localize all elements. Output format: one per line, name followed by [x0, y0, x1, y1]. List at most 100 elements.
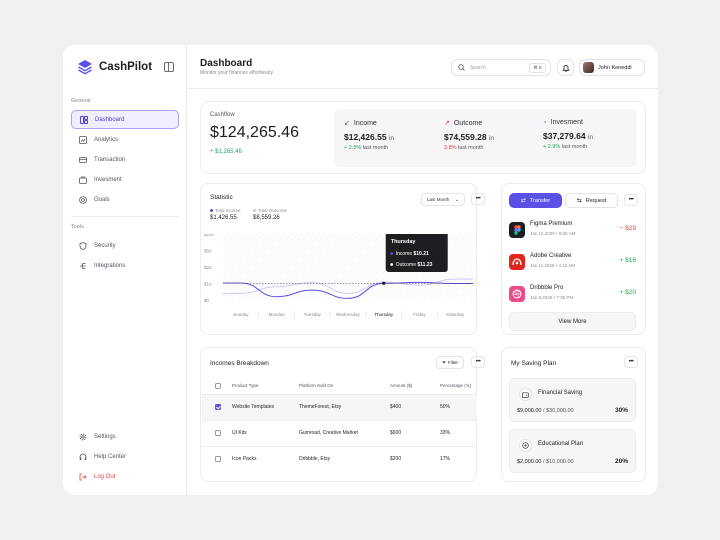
transfer-button[interactable]: ⇄ Transfer — [509, 193, 562, 208]
cashflow-value: $124,265.46 — [210, 124, 299, 141]
saving-more-button[interactable]: ••• — [624, 356, 638, 368]
gear-icon — [79, 433, 87, 441]
legend-value: $8,559.26 — [253, 215, 280, 221]
user-menu[interactable]: John Keneddi — [579, 59, 645, 76]
request-button[interactable]: ⇆ Request — [565, 193, 618, 208]
product-cell: Website Templates — [232, 394, 299, 421]
cashflow-metrics: ↙ Income $12,426.55 in + 2.5% last month … — [334, 109, 637, 167]
transaction-amount: + $16 — [619, 257, 636, 264]
more-dots-icon: ••• — [475, 359, 481, 365]
row-checkbox[interactable] — [215, 456, 221, 463]
dashboard-icon — [80, 115, 88, 124]
y-tick-label: $50 — [204, 249, 212, 254]
metric-unit: in — [488, 135, 494, 142]
saving-title: My Saving Plan — [511, 360, 557, 367]
y-tick-label: $0 — [204, 298, 210, 303]
metric-unit: in — [587, 134, 593, 141]
saving-plan-item[interactable]: Educational Plan $2,000.00 / $10,000.00 … — [509, 429, 636, 473]
filter-button[interactable]: ⏷ Filter — [436, 356, 464, 369]
tooltip-outcome: Outcome $11.23 — [396, 262, 433, 268]
sidebar-divider — [71, 216, 179, 217]
sidebar-item-analytics[interactable]: Analytics — [71, 130, 179, 149]
select-all-checkbox[interactable] — [215, 382, 221, 389]
shield-icon — [79, 241, 87, 250]
x-tick-label: Monday — [269, 312, 286, 317]
transactions-more-button[interactable]: ••• — [624, 194, 638, 206]
incomes-more-button[interactable]: ••• — [471, 356, 485, 368]
sidebar-item-label: Log Out — [94, 473, 116, 480]
cashflow-card: Cashflow $124,265.46 + $1,265.46 ↙ Income… — [200, 101, 646, 174]
income-metric: ↙ Income $12,426.55 in + 2.5% last month — [344, 119, 394, 152]
sidebar-item-dashboard[interactable]: Dashboard — [71, 110, 179, 129]
app-window: CashPilot General Dashboard Analytics Tr… — [63, 45, 658, 495]
transaction-row[interactable]: Adobe Creative Jan 11,2025 • 4:12 AM + $… — [509, 249, 636, 279]
row-checkbox[interactable] — [215, 430, 221, 436]
page-title: Dashboard — [200, 58, 253, 69]
x-tick-label: Tuesday — [304, 312, 322, 317]
x-tick-label: Sunday — [233, 312, 249, 317]
metric-value: $12,426.55 — [344, 132, 387, 142]
sidebar-item-transaction[interactable]: Transaction — [71, 150, 179, 169]
sidebar-item-integrations[interactable]: Integrations — [71, 256, 179, 275]
sidebar-item-security[interactable]: Security — [71, 236, 179, 255]
request-label: Request — [585, 197, 607, 204]
sidebar-item-settings[interactable]: Settings — [71, 427, 179, 446]
dribbble-icon — [509, 286, 525, 302]
saving-plan-item[interactable]: Financial Saving $9,000.00 / $30,000.00 … — [509, 378, 636, 422]
table-row[interactable]: UI Kits Gumroad, Creative Market $600 33… — [202, 420, 477, 447]
transaction-row[interactable]: Figma Premium Jan 12,2025 • 9:45 AM − $2… — [509, 217, 636, 247]
transaction-icon — [79, 156, 87, 164]
transaction-date: Jan 11,2025 • 4:12 AM — [530, 263, 576, 268]
metric-value: $74,559.28 — [444, 132, 487, 142]
arrow-down-left-icon: ↙ — [344, 120, 350, 127]
analytics-icon — [79, 135, 87, 144]
transfer-icon: ⇄ — [520, 198, 526, 204]
series-line-outcome — [223, 278, 473, 294]
x-tick-label: Thursday — [374, 312, 394, 317]
sidebar-item-help-center[interactable]: Help Center — [71, 447, 179, 466]
tools-section-label: Tools — [71, 224, 84, 230]
chevron-down-icon: ⌄ — [454, 197, 459, 203]
saving-plan-card: My Saving Plan ••• Financial Saving $9,0… — [501, 347, 646, 482]
period-value: Last Month — [427, 197, 450, 202]
income-legend: Total Income $1,426.55 — [210, 208, 241, 221]
sidebar-item-logout[interactable]: Log Out — [71, 467, 179, 486]
statistic-card: Statistic Last Month ⌄ ••• Total Income … — [200, 183, 485, 335]
investment-metric: ◔ Invesment $37,279.64 in + 2.9% last mon… — [543, 119, 593, 150]
filter-label: Filter — [448, 360, 458, 365]
table-row[interactable]: Icon Packs Dribbble, Etsy $200 17% — [202, 446, 477, 472]
amount-cell: $600 — [390, 420, 440, 447]
transactions-card: ⇄ Transfer ⇆ Request ••• Figma Premium J… — [501, 183, 646, 335]
table-row[interactable]: Website Templates ThemeForest, Etsy $400… — [202, 394, 477, 421]
transaction-amount: − $29 — [619, 225, 636, 232]
percentage-cell: 50% — [440, 394, 477, 421]
row-checkbox[interactable] — [215, 404, 221, 410]
metric-label: Outcome — [453, 119, 483, 127]
user-name: John Keneddi — [598, 64, 632, 71]
request-icon: ⇆ — [576, 198, 582, 204]
metric-unit: in — [388, 135, 394, 142]
investment-icon — [79, 176, 87, 184]
metric-change-suffix: last month — [561, 144, 588, 150]
filter-icon: ⏷ — [441, 359, 446, 366]
sidebar-item-goals[interactable]: Goals — [71, 190, 179, 209]
search-input[interactable]: Search ⌘ K — [451, 59, 551, 76]
transaction-date: Jan 8,2025 • 7:36 PM — [530, 295, 574, 300]
percentage-cell: 33% — [440, 420, 477, 447]
sidebar-item-investment[interactable]: Invesment — [71, 170, 179, 189]
incomes-breakdown-card: Incomes Breakdown ⏷ Filter ••• Product T… — [200, 347, 485, 482]
y-tick-label: $25 — [204, 265, 212, 270]
period-select[interactable]: Last Month ⌄ — [421, 193, 465, 206]
view-more-button[interactable]: View More — [509, 312, 636, 331]
platform-cell: Gumroad, Creative Market — [299, 420, 390, 447]
transaction-row[interactable]: Dribbble Pro Jan 8,2025 • 7:36 PM + $20 — [509, 281, 636, 311]
sidebar-toggle-icon[interactable] — [164, 62, 174, 72]
layers-logo-icon — [78, 60, 92, 75]
more-dots-icon: ••• — [628, 197, 634, 203]
percentage-cell: 17% — [440, 456, 451, 463]
notifications-button[interactable] — [557, 59, 574, 76]
statistic-more-button[interactable]: ••• — [471, 193, 485, 205]
search-shortcut: ⌘ K — [529, 63, 546, 73]
search-icon — [458, 64, 465, 71]
statistic-title: Statistic — [210, 194, 233, 201]
